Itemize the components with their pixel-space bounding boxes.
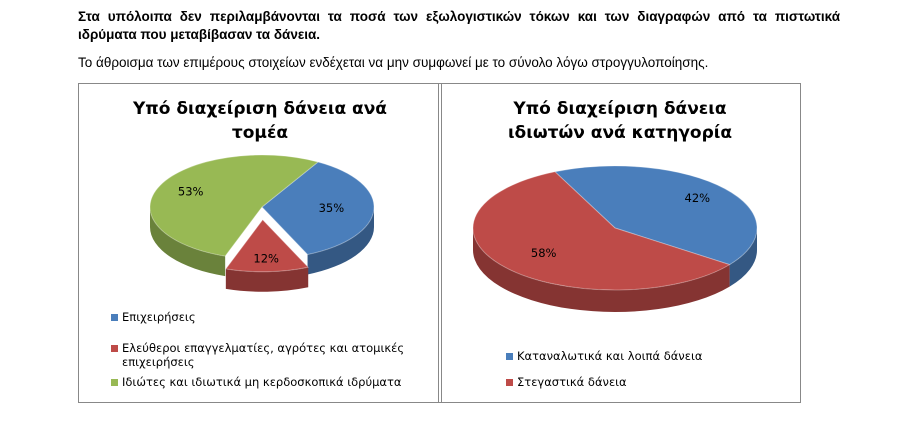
pie-slice xyxy=(553,165,758,266)
pie-slice xyxy=(261,161,375,256)
value-label: 12% xyxy=(253,251,279,265)
pie-slice xyxy=(149,154,320,257)
slice-side xyxy=(307,207,374,275)
legend-entry: Ιδιώτες και ιδιωτικά μη κερδοσκοπικά ιδρ… xyxy=(111,375,422,389)
chart-frame xyxy=(438,83,801,403)
legend-swatch xyxy=(506,353,513,360)
chart-frame xyxy=(78,83,442,403)
slice-side xyxy=(729,228,757,287)
chart-title: Υπό διαχείριση δάνεια ιδιωτών ανά κατηγο… xyxy=(507,99,733,143)
chart-title: Υπό διαχείριση δάνεια ανά τομέα xyxy=(132,99,387,143)
legend-swatch xyxy=(111,379,118,386)
slice-side xyxy=(225,267,309,292)
legend-entry: Ελεύθεροι επαγγελματίες, αγρότες και ατο… xyxy=(111,341,422,369)
note: Στα υπόλοιπα δεν περιλαμβάνονται τα ποσά… xyxy=(78,9,840,42)
slice-side xyxy=(473,228,730,312)
value-label: 42% xyxy=(685,191,711,205)
legend-swatch xyxy=(111,345,118,352)
slice-side xyxy=(150,207,226,277)
legend-swatch xyxy=(111,314,118,321)
value-label: 35% xyxy=(319,201,345,215)
pie-slice xyxy=(224,219,310,273)
legend-entry: Καταναλωτικά και λοιπά δάνεια xyxy=(506,349,777,363)
note: Το άθροισμα των επιμέρους στοιχείων ενδέ… xyxy=(78,55,709,70)
legend-swatch xyxy=(506,379,513,386)
legend-entry: Επιχειρήσεις xyxy=(111,310,422,324)
pie-slice xyxy=(472,171,731,291)
value-label: 58% xyxy=(531,246,557,260)
legend-entry: Στεγαστικά δάνεια xyxy=(506,375,777,389)
value-label: 53% xyxy=(178,184,204,198)
